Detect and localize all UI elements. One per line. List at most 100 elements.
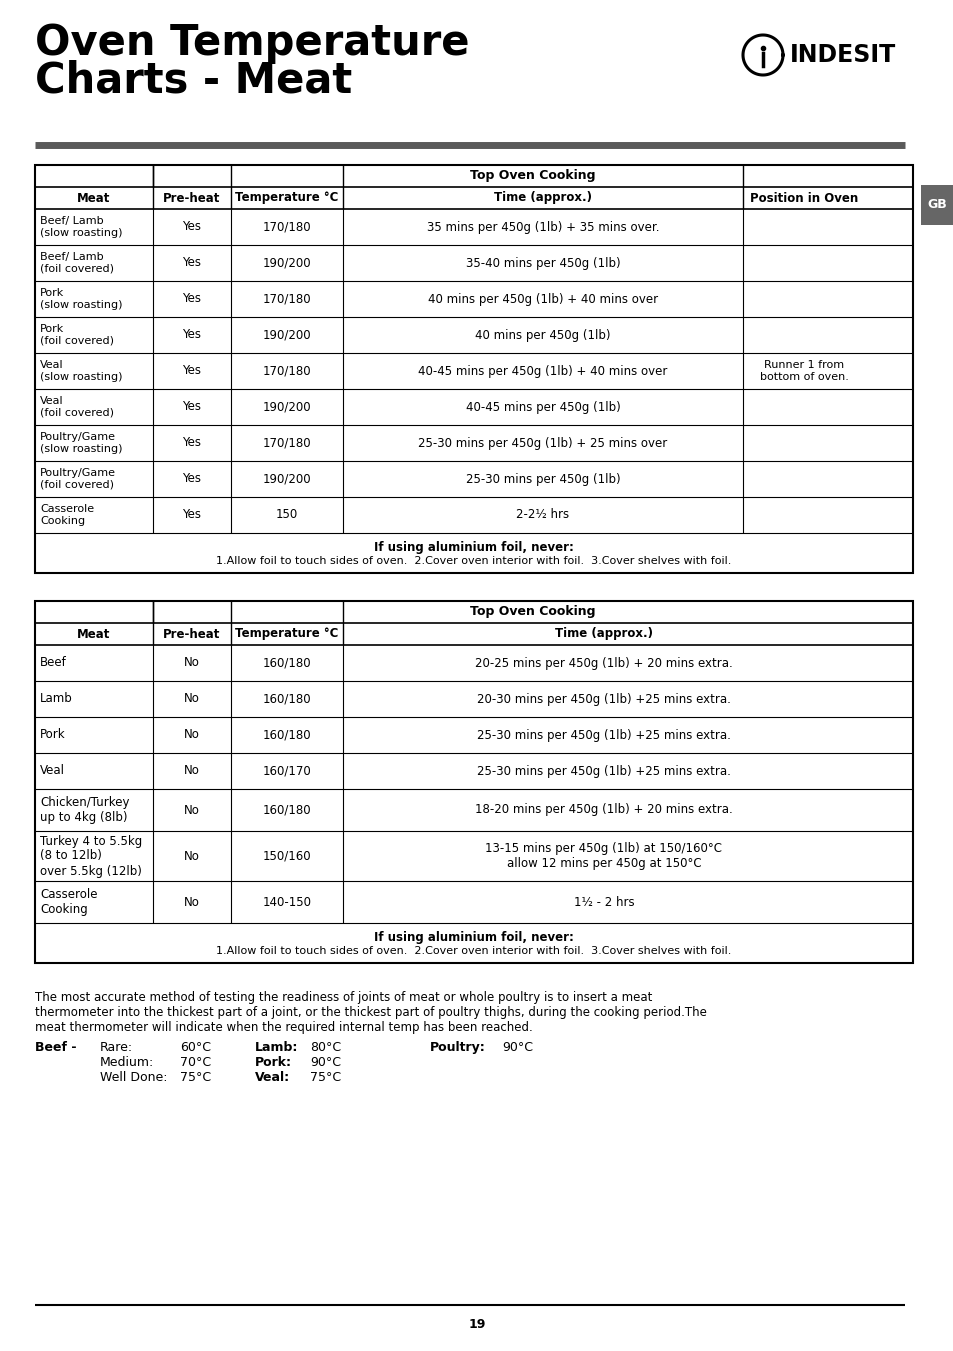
Text: Yes: Yes [182,400,201,413]
Text: No: No [184,728,200,742]
Text: Top Oven Cooking: Top Oven Cooking [470,169,595,182]
Text: 40-45 mins per 450g (1lb) + 40 mins over: 40-45 mins per 450g (1lb) + 40 mins over [417,365,667,377]
Text: 160/170: 160/170 [262,765,311,777]
Text: 160/180: 160/180 [262,728,311,742]
Text: 25-30 mins per 450g (1lb) +25 mins extra.: 25-30 mins per 450g (1lb) +25 mins extra… [476,728,730,742]
Text: 90°C: 90°C [501,1042,533,1054]
Text: No: No [184,804,200,816]
Text: No: No [184,765,200,777]
Text: Yes: Yes [182,293,201,305]
Text: 80°C: 80°C [310,1042,341,1054]
Text: Poultry/Game
(foil covered): Poultry/Game (foil covered) [40,469,116,490]
Text: 75°C: 75°C [180,1071,211,1084]
Text: 35 mins per 450g (1lb) + 35 mins over.: 35 mins per 450g (1lb) + 35 mins over. [426,220,659,234]
Text: No: No [184,850,200,862]
Text: Yes: Yes [182,508,201,521]
Text: Meat: Meat [77,192,111,204]
Text: Time (approx.): Time (approx.) [494,192,592,204]
Text: 2-2½ hrs: 2-2½ hrs [516,508,569,521]
Text: Yes: Yes [182,257,201,269]
Text: 25-30 mins per 450g (1lb) + 25 mins over: 25-30 mins per 450g (1lb) + 25 mins over [418,436,667,450]
Text: Pre-heat: Pre-heat [163,192,220,204]
Text: No: No [184,657,200,670]
Text: 40 mins per 450g (1lb) + 40 mins over: 40 mins per 450g (1lb) + 40 mins over [428,293,658,305]
Text: 25-30 mins per 450g (1lb): 25-30 mins per 450g (1lb) [465,473,619,485]
Text: 160/180: 160/180 [262,657,311,670]
Text: 20-25 mins per 450g (1lb) + 20 mins extra.: 20-25 mins per 450g (1lb) + 20 mins extr… [475,657,732,670]
Text: Yes: Yes [182,220,201,234]
Text: Chicken/Turkey
up to 4kg (8lb): Chicken/Turkey up to 4kg (8lb) [40,796,130,824]
Text: 150: 150 [275,508,297,521]
Text: 160/180: 160/180 [262,693,311,705]
Text: Beef/ Lamb
(slow roasting): Beef/ Lamb (slow roasting) [40,216,122,238]
Text: Meat: Meat [77,627,111,640]
Text: Pork
(slow roasting): Pork (slow roasting) [40,288,122,309]
Text: INDESIT: INDESIT [789,43,895,68]
Text: 140-150: 140-150 [262,896,312,908]
Text: Pork: Pork [40,728,66,742]
Text: 170/180: 170/180 [262,365,311,377]
Text: Poultry:: Poultry: [430,1042,485,1054]
Text: Yes: Yes [182,365,201,377]
Text: No: No [184,693,200,705]
Text: 35-40 mins per 450g (1lb): 35-40 mins per 450g (1lb) [465,257,619,269]
Text: 1½ - 2 hrs: 1½ - 2 hrs [573,896,634,908]
Text: 190/200: 190/200 [262,473,311,485]
Text: Well Done:: Well Done: [100,1071,168,1084]
Text: Time (approx.): Time (approx.) [555,627,652,640]
Bar [35,165,912,573]
Text: 1.Allow foil to touch sides of oven.  2.Cover oven interior with foil.  3.Cover : 1.Allow foil to touch sides of oven. 2.C… [216,557,731,566]
Text: The most accurate method of testing the readiness of joints of meat or whole pou: The most accurate method of testing the … [35,992,706,1034]
Text: 90°C: 90°C [310,1056,340,1069]
Bar [920,185,953,226]
Text: GB: GB [926,199,946,212]
Text: 20-30 mins per 450g (1lb) +25 mins extra.: 20-30 mins per 450g (1lb) +25 mins extra… [476,693,730,705]
Text: 170/180: 170/180 [262,220,311,234]
Text: 13-15 mins per 450g (1lb) at 150/160°C
allow 12 mins per 450g at 150°C: 13-15 mins per 450g (1lb) at 150/160°C a… [485,842,721,870]
Text: 40-45 mins per 450g (1lb): 40-45 mins per 450g (1lb) [465,400,619,413]
Text: Yes: Yes [182,328,201,342]
Text: Casserole
Cooking: Casserole Cooking [40,504,94,526]
Text: Top Oven Cooking: Top Oven Cooking [470,605,595,619]
Bar [35,601,912,963]
Text: Pork:: Pork: [254,1056,292,1069]
Text: Charts - Meat: Charts - Meat [35,59,352,101]
Text: Pre-heat: Pre-heat [163,627,220,640]
Text: Turkey 4 to 5.5kg
(8 to 12lb)
over 5.5kg (12lb): Turkey 4 to 5.5kg (8 to 12lb) over 5.5kg… [40,835,142,878]
Text: Rare:: Rare: [100,1042,133,1054]
Text: Temperature °C: Temperature °C [235,192,338,204]
Text: Veal
(foil covered): Veal (foil covered) [40,396,113,417]
Text: Yes: Yes [182,436,201,450]
Text: Veal: Veal [40,765,65,777]
Text: Casserole
Cooking: Casserole Cooking [40,888,97,916]
Text: 190/200: 190/200 [262,328,311,342]
Text: 40 mins per 450g (1lb): 40 mins per 450g (1lb) [475,328,610,342]
Text: Position in Oven: Position in Oven [749,192,858,204]
Text: Veal:: Veal: [254,1071,290,1084]
Text: Poultry/Game
(slow roasting): Poultry/Game (slow roasting) [40,432,122,454]
Text: 60°C: 60°C [180,1042,211,1054]
Text: 25-30 mins per 450g (1lb) +25 mins extra.: 25-30 mins per 450g (1lb) +25 mins extra… [476,765,730,777]
Text: If using aluminium foil, never:: If using aluminium foil, never: [374,540,574,554]
Text: 150/160: 150/160 [262,850,311,862]
Text: Beef: Beef [40,657,67,670]
Text: Beef/ Lamb
(foil covered): Beef/ Lamb (foil covered) [40,253,113,274]
Text: If using aluminium foil, never:: If using aluminium foil, never: [374,931,574,943]
Text: Yes: Yes [182,473,201,485]
Text: Runner 1 from
bottom of oven.: Runner 1 from bottom of oven. [759,361,847,382]
Text: 190/200: 190/200 [262,400,311,413]
Text: Beef -: Beef - [35,1042,76,1054]
Text: No: No [184,896,200,908]
Text: 170/180: 170/180 [262,293,311,305]
Text: Lamb: Lamb [40,693,72,705]
Text: Lamb:: Lamb: [254,1042,298,1054]
Text: 75°C: 75°C [310,1071,341,1084]
Text: 70°C: 70°C [180,1056,211,1069]
Text: Medium:: Medium: [100,1056,154,1069]
Text: 190/200: 190/200 [262,257,311,269]
Text: Oven Temperature: Oven Temperature [35,22,469,63]
Text: 160/180: 160/180 [262,804,311,816]
Text: Pork
(foil covered): Pork (foil covered) [40,324,113,346]
Text: Veal
(slow roasting): Veal (slow roasting) [40,361,122,382]
Text: 1.Allow foil to touch sides of oven.  2.Cover oven interior with foil.  3.Cover : 1.Allow foil to touch sides of oven. 2.C… [216,946,731,957]
